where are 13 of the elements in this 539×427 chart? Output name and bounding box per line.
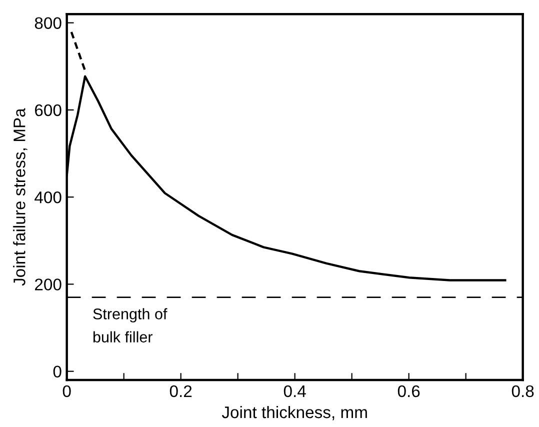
y-tick-label: 200 — [35, 278, 62, 290]
y-tick-label: 0 — [53, 366, 62, 378]
y-axis-title: Joint failure stress, MPa — [13, 108, 28, 286]
y-tick-label: 600 — [35, 104, 62, 116]
y-tick-label: 400 — [34, 191, 62, 204]
x-axis-title: Joint thickness, mm — [222, 406, 367, 420]
y-tick-label: 800 — [34, 17, 62, 30]
x-tick-label: 0.8 — [512, 385, 534, 398]
x-tick-label: 0 — [62, 385, 71, 398]
x-tick-label: 0.4 — [284, 385, 306, 398]
ref-line-label: Strength of bulk filler — [93, 308, 168, 342]
x-tick-label: 0.6 — [398, 385, 420, 398]
x-tick-label: 0.2 — [170, 385, 192, 398]
